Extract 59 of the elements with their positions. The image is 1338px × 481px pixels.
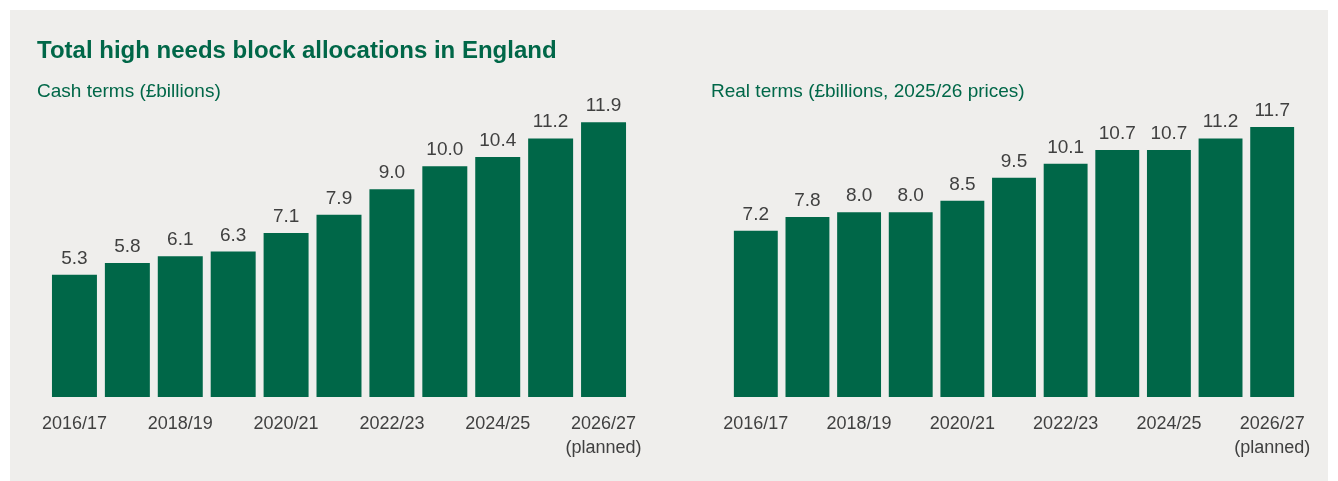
data-label: 9.5 [1000,149,1028,171]
x-tick-label: 2022/23 [359,413,425,433]
x-tick-label: 2020/21 [253,413,319,433]
data-label: 10.7 [1150,122,1188,144]
bar [1250,126,1295,397]
x-tick-label: 2016/17 [723,413,789,433]
bar [51,274,97,397]
data-label: 5.3 [61,246,88,268]
x-tick-label: 2020/21 [929,413,995,433]
x-tick-label: 2018/19 [147,413,213,433]
x-tick-label: 2024/25 [465,413,531,433]
data-label: 10.4 [479,128,517,150]
data-label: 5.8 [114,235,141,257]
bar [528,138,574,397]
data-label: 7.9 [325,186,353,208]
data-label: 9.0 [378,161,406,183]
bar [940,200,985,397]
x-tick-label: 2026/27 (planned) [1234,413,1311,457]
bar [1095,150,1140,397]
bar [422,166,468,397]
bar [1198,138,1243,397]
data-label: 7.8 [794,188,821,210]
bar [1043,163,1088,397]
bar [733,230,778,397]
data-label: 10.0 [426,138,464,160]
data-label: 10.1 [1047,135,1085,157]
data-label: 6.3 [219,223,247,245]
data-label: 7.2 [742,202,770,224]
data-label: 8.0 [897,184,924,206]
bar [837,212,882,397]
bar [475,156,521,397]
data-label: 8.5 [949,172,976,194]
bar [785,216,830,397]
data-label: 11.2 [532,110,569,132]
x-tick-label: 2018/19 [826,413,892,433]
data-label: 11.2 [1202,110,1239,132]
bar [157,256,203,397]
bar [104,263,150,397]
data-label: 11.7 [1254,98,1290,120]
data-label: 8.0 [845,184,873,206]
bar [1146,150,1191,397]
x-tick-label: 2026/27 (planned) [565,413,642,457]
data-label: 7.1 [272,205,300,227]
bar [369,189,415,397]
bar [581,122,627,397]
chart-subtitle: Cash terms (£billions) [37,80,221,101]
x-tick-label: 2022/23 [1033,413,1099,433]
chart-subtitle: Real terms (£billions, 2025/26 prices) [711,80,1025,101]
bar [888,212,933,397]
chart-title: Total high needs block allocations in England [37,35,557,63]
data-label: 11.9 [585,94,622,116]
x-tick-label: 2024/25 [1136,413,1202,433]
bar [316,214,362,397]
bar [210,251,256,397]
x-tick-label: 2016/17 [41,413,107,433]
bar [992,177,1036,397]
data-label: 6.1 [167,228,194,250]
bar [263,233,309,397]
data-label: 10.7 [1098,122,1136,144]
